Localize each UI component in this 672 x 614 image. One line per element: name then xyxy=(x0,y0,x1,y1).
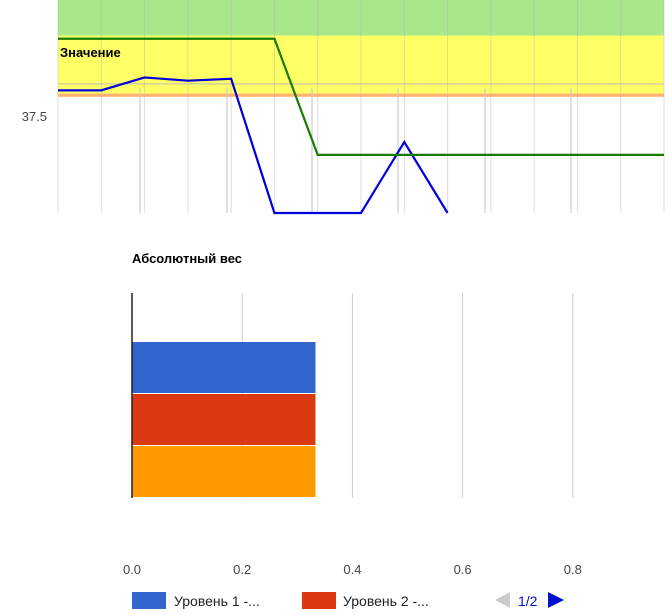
x-tick-label: 0.8 xyxy=(564,562,582,577)
weight-x-tick-labels: 0.0 0.2 0.4 0.6 0.8 xyxy=(123,562,582,577)
value-gridlines xyxy=(57,0,665,213)
legend-pager-text: 1/2 xyxy=(518,593,538,609)
legend-prev-page-arrow-icon[interactable] xyxy=(495,592,510,608)
value-y-tick-label: 37.5 xyxy=(22,109,47,124)
weight-legend: Уровень 1 -... Уровень 2 -... 1/2 xyxy=(132,592,564,609)
x-tick-label: 0.2 xyxy=(233,562,251,577)
value-line-chart: Значение 37.5 xyxy=(22,0,665,215)
bar-3 xyxy=(132,446,316,497)
value-chart-title: Значение xyxy=(60,45,121,60)
legend-next-page-arrow-icon[interactable] xyxy=(548,592,564,608)
weight-chart-title: Абсолютный вес xyxy=(132,251,242,266)
value-series-lines xyxy=(58,37,664,215)
series-line-2 xyxy=(58,37,664,157)
band-green-zone xyxy=(58,0,664,36)
legend-label-level-1[interactable]: Уровень 1 -... xyxy=(174,593,260,609)
x-tick-label: 0.4 xyxy=(343,562,361,577)
bar-1 xyxy=(132,342,316,393)
band-orange-zone xyxy=(58,93,664,97)
legend-swatch-level-2[interactable] xyxy=(302,592,336,609)
series-line-1 xyxy=(58,76,449,215)
bar-2 xyxy=(132,394,316,445)
x-tick-label: 0.0 xyxy=(123,562,141,577)
legend-label-level-2[interactable]: Уровень 2 -... xyxy=(343,593,429,609)
legend-swatch-level-1[interactable] xyxy=(132,592,166,609)
weight-bars xyxy=(132,342,316,497)
x-tick-label: 0.6 xyxy=(454,562,472,577)
absolute-weight-bar-chart: Абсолютный вес 0.0 0.2 0.4 0.6 0.8 Уровень 1… xyxy=(123,251,582,609)
